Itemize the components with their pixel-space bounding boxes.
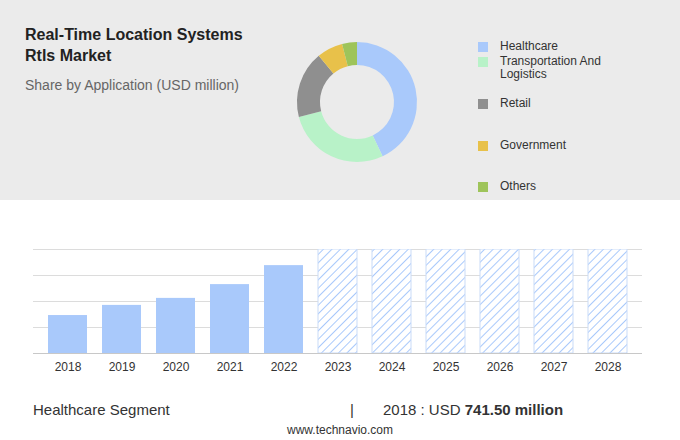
svg-text:2024: 2024 [379, 360, 406, 374]
svg-text:2019: 2019 [109, 360, 136, 374]
html-text:Government: Government [500, 138, 566, 152]
svg-text:2028: 2028 [595, 360, 622, 374]
html-text:Retail: Retail [500, 96, 531, 110]
html-text:www.technavio.com: www.technavio.com [287, 423, 393, 437]
html-text:Transportation And Logistics: Transportation And Logistics [500, 54, 601, 81]
svg-text:2026: 2026 [487, 360, 514, 374]
svg-text:2020: 2020 [163, 360, 190, 374]
svg-text:2023: 2023 [325, 360, 352, 374]
svg-text:2018: 2018 [55, 360, 82, 374]
html-text:Healthcare: Healthcare [500, 39, 558, 53]
html-text:Real-Time Location Systems Rtl: Real-Time Location Systems Rtls Market [25, 26, 243, 64]
html-text:2018 : USD 741.50 million: 2018 : USD 741.50 million [383, 401, 564, 418]
html-text:Healthcare Segment: Healthcare Segment [33, 401, 170, 418]
svg-text:2022: 2022 [271, 360, 298, 374]
html-text:Others: Others [500, 179, 536, 193]
html-text:Share by Application (USD mill: Share by Application (USD million) [25, 77, 239, 93]
svg-text:2027: 2027 [541, 360, 568, 374]
svg-text:2021: 2021 [217, 360, 244, 374]
svg-text:2025: 2025 [433, 360, 460, 374]
